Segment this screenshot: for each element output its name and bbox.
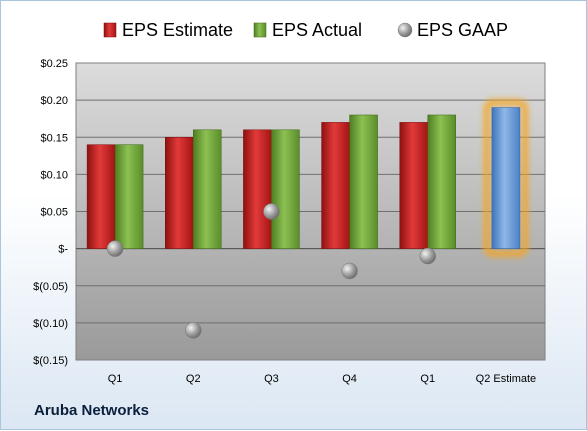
x-tick-label: Q3 (264, 373, 279, 385)
legend-swatch (103, 22, 117, 38)
gaap-marker (106, 240, 124, 257)
x-tick-label: Q1 (420, 373, 435, 385)
bar-eps-actual (427, 114, 456, 249)
y-tick-label: $0.10 (40, 169, 68, 181)
gaap-marker (263, 203, 280, 220)
gridlines (76, 99, 545, 324)
y-tick-label: $0.20 (40, 95, 68, 107)
legend-swatch (253, 22, 267, 38)
legend-label: EPS Estimate (122, 20, 233, 40)
bar-eps-estimate (165, 137, 194, 249)
bars (86, 99, 529, 258)
x-tick-label: Q2 (186, 373, 201, 385)
x-tick-label: Q2 Estimate (476, 373, 537, 385)
company-name: Aruba Networks (34, 402, 150, 419)
y-tick-label: $(0.05) (33, 281, 68, 293)
y-tick-label: $0.25 (40, 58, 68, 70)
y-tick-label: $0.15 (40, 132, 68, 144)
y-tick-label: $(0.10) (33, 318, 68, 330)
estimate-highlight-glow (483, 99, 529, 258)
legend: EPS Estimate EPS Actual EPS GAAP (103, 20, 508, 40)
bar-eps-actual (271, 129, 300, 249)
x-tick-label: Q1 (108, 373, 123, 385)
bar-eps-actual (349, 114, 378, 249)
legend-label: EPS Actual (272, 20, 362, 40)
bar-eps-estimate (399, 122, 428, 249)
y-axis-ticks: $0.25 $0.20 $0.15 $0.10 $0.05 $- $(0.05) $(0.10… (33, 58, 68, 367)
bar-eps-estimate (86, 144, 116, 249)
legend-label: EPS GAAP (417, 20, 508, 40)
y-tick-label: $0.05 (40, 207, 68, 219)
gaap-marker (185, 322, 202, 339)
y-tick-label: $- (58, 244, 68, 256)
bar-eps-actual (193, 129, 222, 249)
y-tick-label: $(0.15) (33, 355, 68, 367)
legend-swatch (397, 22, 413, 38)
bar-eps-actual (114, 144, 144, 249)
bar-eps-estimate (321, 122, 350, 249)
gaap-marker (341, 262, 358, 280)
x-tick-label: Q4 (342, 373, 357, 385)
bar-eps-estimate (243, 129, 272, 249)
bar-eps-estimate-next (491, 107, 521, 249)
gaap-marker (419, 247, 436, 265)
gaap-markers (106, 203, 436, 339)
x-axis-ticks: Q1 Q2 Q3 Q4 Q1 Q2 Estimate (108, 373, 536, 385)
